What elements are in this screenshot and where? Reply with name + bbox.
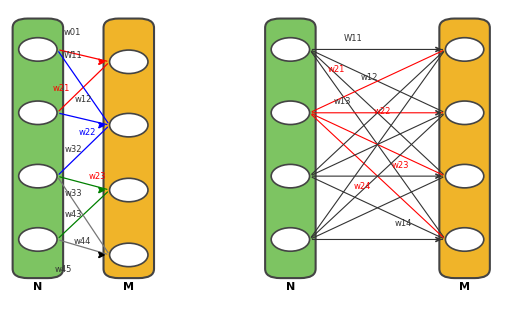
Circle shape bbox=[110, 178, 148, 202]
Circle shape bbox=[445, 164, 484, 188]
Text: M: M bbox=[459, 282, 470, 292]
FancyBboxPatch shape bbox=[265, 19, 316, 278]
Circle shape bbox=[110, 50, 148, 74]
FancyBboxPatch shape bbox=[104, 19, 154, 278]
Text: w12: w12 bbox=[361, 73, 378, 82]
Circle shape bbox=[110, 113, 148, 137]
Text: w23: w23 bbox=[89, 172, 107, 181]
Text: w12: w12 bbox=[75, 95, 92, 104]
Text: w22: w22 bbox=[374, 107, 391, 116]
Circle shape bbox=[445, 38, 484, 61]
Circle shape bbox=[19, 228, 57, 251]
Text: w01: w01 bbox=[64, 28, 81, 37]
Circle shape bbox=[110, 243, 148, 267]
Text: w45: w45 bbox=[55, 265, 72, 274]
Text: M: M bbox=[123, 282, 134, 292]
Circle shape bbox=[271, 38, 310, 61]
Circle shape bbox=[271, 164, 310, 188]
Circle shape bbox=[271, 228, 310, 251]
Text: N: N bbox=[33, 282, 42, 292]
Text: w24: w24 bbox=[354, 182, 371, 192]
Circle shape bbox=[19, 38, 57, 61]
Circle shape bbox=[445, 101, 484, 125]
Text: w32: w32 bbox=[65, 145, 82, 154]
Text: w21: w21 bbox=[327, 65, 344, 74]
Circle shape bbox=[19, 164, 57, 188]
Text: w43: w43 bbox=[65, 210, 82, 219]
Text: w14: w14 bbox=[395, 218, 412, 228]
FancyBboxPatch shape bbox=[439, 19, 490, 278]
Text: w44: w44 bbox=[73, 237, 90, 246]
FancyBboxPatch shape bbox=[13, 19, 63, 278]
Text: W11: W11 bbox=[343, 34, 362, 43]
Circle shape bbox=[19, 101, 57, 125]
Text: w13: w13 bbox=[333, 97, 351, 107]
Circle shape bbox=[271, 101, 310, 125]
Text: w23: w23 bbox=[391, 161, 409, 170]
Circle shape bbox=[445, 228, 484, 251]
Text: w33: w33 bbox=[65, 188, 82, 198]
Text: W11: W11 bbox=[64, 51, 83, 60]
Text: w22: w22 bbox=[78, 128, 95, 138]
Text: w21: w21 bbox=[53, 83, 70, 93]
Text: N: N bbox=[286, 282, 295, 292]
